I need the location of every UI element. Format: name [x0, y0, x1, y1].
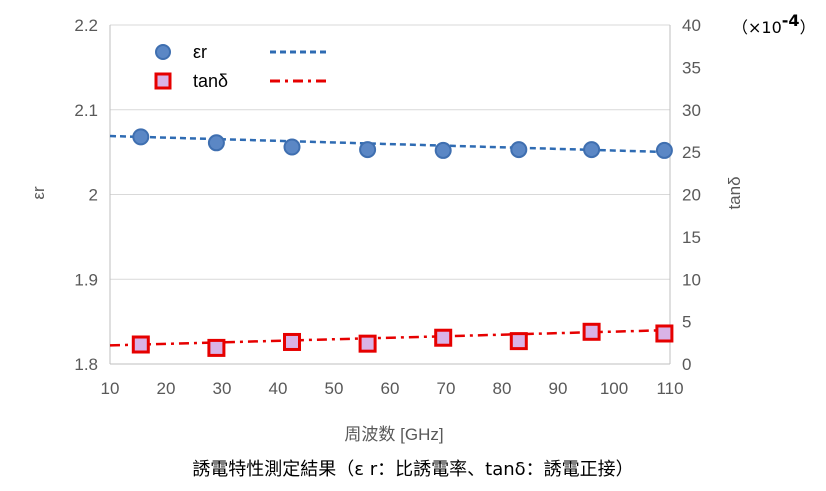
right-y-tick-label: 0 — [682, 355, 691, 374]
left-y-tick-label: 2.2 — [74, 16, 98, 35]
legend: εr tanδ — [154, 42, 328, 91]
right-y-tick-label: 20 — [682, 186, 701, 205]
data-point-tand — [131, 335, 150, 354]
data-point-tand — [434, 328, 453, 347]
x-tick-label: 60 — [381, 379, 400, 398]
legend-label-tand: tanδ — [193, 71, 228, 91]
left-y-axis-ticks: 1.8 1.9 2 2.1 2.2 — [74, 16, 98, 374]
data-point-er — [655, 141, 673, 159]
data-point-er — [583, 141, 601, 159]
x-tick-label: 40 — [269, 379, 288, 398]
x-tick-label: 10 — [101, 379, 120, 398]
x-tick-label: 110 — [656, 379, 683, 398]
legend-marker-tand — [154, 72, 172, 90]
x-tick-label: 80 — [493, 379, 512, 398]
data-point-er — [283, 138, 301, 156]
right-y-tick-label: 10 — [682, 270, 701, 289]
data-points — [131, 128, 674, 357]
trendline-er — [109, 134, 671, 154]
right-y-tick-label: 25 — [682, 143, 701, 162]
trendlines — [109, 134, 671, 347]
chart: 10 20 30 40 50 60 70 80 90 100 110 1.81.922.12.2 0… — [29, 11, 816, 444]
data-point-er — [132, 128, 150, 146]
legend-label-er: εr — [193, 42, 207, 62]
data-point-tand — [582, 322, 601, 341]
data-point-tand — [655, 324, 674, 343]
right-y-tick-label: 30 — [682, 101, 701, 120]
right-y-tick-label: 35 — [682, 58, 701, 77]
data-point-er — [207, 134, 225, 152]
x-axis-title: 周波数 [GHz] — [344, 425, 443, 444]
x-tick-label: 20 — [157, 379, 176, 398]
right-y-axis-ticks: 0 5 10 15 20 25 30 35 40 — [682, 16, 701, 374]
left-y-tick-label: 1.9 — [74, 270, 98, 289]
x-axis-ticks: 10 20 30 40 50 60 70 80 90 100 110 — [101, 379, 684, 398]
left-y-tick-label: 2.1 — [74, 101, 98, 120]
x-tick-label: 90 — [549, 379, 568, 398]
left-y-tick-label: 1.8 — [74, 355, 98, 374]
data-point-tand — [207, 338, 226, 357]
left-y-tick-label: 2 — [89, 186, 98, 205]
data-point-er — [359, 141, 377, 159]
right-axis-multiplier: （×10-4） — [732, 11, 816, 37]
legend-marker-er — [155, 44, 171, 60]
x-tick-label: 50 — [325, 379, 344, 398]
x-tick-label: 70 — [437, 379, 456, 398]
left-y-axis-title: εr — [29, 186, 48, 200]
right-y-axis-title: tanδ — [725, 176, 744, 209]
figure-caption: 誘電特性測定結果（ε r：比誘電率、tanδ：誘電正接） — [192, 459, 634, 480]
x-tick-label: 30 — [213, 379, 232, 398]
axes — [109, 25, 671, 365]
data-point-tand — [358, 334, 377, 353]
right-y-tick-label: 15 — [682, 228, 701, 247]
trendline-tand — [109, 328, 671, 347]
data-point-er — [510, 141, 528, 159]
data-point-tand — [283, 332, 301, 351]
right-y-tick-label: 5 — [682, 313, 691, 332]
data-point-tand — [509, 332, 528, 351]
x-tick-label: 100 — [600, 379, 628, 398]
right-y-tick-label: 40 — [682, 16, 701, 35]
data-point-er — [434, 141, 452, 159]
